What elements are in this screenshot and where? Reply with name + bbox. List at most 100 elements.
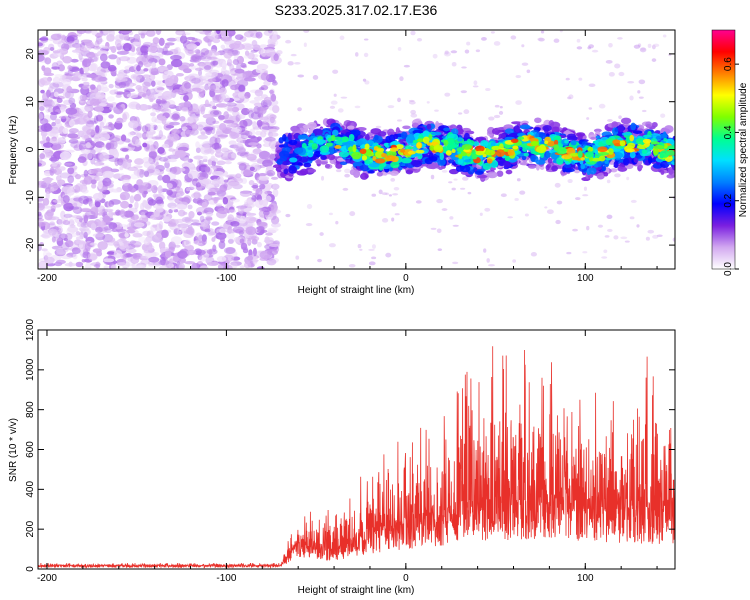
heatmap-cell: [68, 138, 79, 144]
heatmap-cell: [248, 109, 254, 119]
heatmap-cell: [247, 60, 259, 65]
heatmap-cell: [140, 214, 147, 219]
heatmap-cell: [109, 137, 121, 142]
heatmap-cell: [127, 218, 138, 223]
heatmap-cell: [342, 187, 349, 191]
heatmap-cell: [148, 73, 156, 81]
heatmap-cell: [627, 142, 636, 149]
heatmap-cell: [321, 175, 325, 181]
heatmap-cell: [219, 237, 225, 243]
heatmap-cell: [56, 97, 63, 104]
heatmap-cell: [236, 213, 242, 218]
heatmap-cell: [245, 226, 257, 236]
heatmap-cell: [57, 40, 65, 48]
heatmap-cell: [486, 171, 498, 179]
heatmap-cell: [443, 127, 450, 132]
heatmap-cell: [64, 71, 70, 75]
heatmap-cell: [255, 67, 263, 74]
heatmap-cell: [217, 134, 229, 138]
heatmap-cell: [207, 191, 216, 196]
heatmap-cell: [83, 175, 93, 185]
heatmap-cell: [393, 187, 400, 191]
heatmap-cell: [339, 35, 345, 41]
heatmap-cell: [79, 141, 87, 145]
heatmap-cell: [149, 124, 155, 133]
heatmap-cell: [93, 264, 101, 268]
heatmap-cell: [475, 150, 485, 156]
heatmap-cell: [97, 241, 108, 250]
heatmap-cell: [494, 104, 500, 108]
heatmap-cell: [482, 162, 492, 171]
heatmap-cell: [349, 211, 356, 217]
heatmap-cell: [158, 220, 164, 230]
heatmap-cell: [226, 62, 232, 66]
heatmap-cell: [129, 195, 135, 204]
heatmap-cell: [139, 170, 144, 178]
heatmap-cell: [370, 128, 382, 135]
heatmap-cell: [267, 227, 279, 232]
heatmap-cell: [113, 241, 120, 247]
heatmap-cell: [42, 46, 50, 56]
heatmap-cell: [217, 263, 230, 269]
heatmap-ytick-label: -20: [25, 237, 36, 252]
heatmap-cell: [64, 161, 76, 167]
heatmap-cell: [137, 61, 144, 68]
heatmap-cell: [168, 148, 176, 152]
heatmap-cell: [244, 91, 251, 99]
heatmap-cell: [392, 193, 399, 196]
heatmap-cell: [266, 44, 276, 48]
heatmap-cell: [141, 55, 153, 63]
heatmap-cell: [269, 153, 275, 163]
heatmap-cell: [105, 142, 112, 151]
heatmap-cell: [524, 213, 529, 217]
heatmap-cell: [102, 170, 114, 179]
heatmap-cell: [551, 165, 558, 172]
heatmap-cell: [307, 122, 317, 129]
heatmap-cell: [227, 209, 236, 213]
heatmap-cell: [403, 64, 410, 68]
heatmap-cell: [438, 166, 443, 171]
heatmap-cell: [91, 30, 98, 36]
heatmap-cell: [626, 176, 630, 181]
heatmap-cell: [276, 50, 283, 55]
heatmap-cell: [315, 139, 327, 145]
heatmap-cell: [38, 260, 48, 269]
heatmap-cell: [329, 105, 336, 109]
heatmap-cell: [567, 179, 573, 184]
heatmap-cell: [48, 228, 58, 238]
heatmap-cell: [44, 256, 55, 264]
heatmap-cell: [530, 252, 538, 257]
heatmap-cell: [220, 151, 232, 161]
heatmap-cell: [625, 148, 635, 153]
heatmap-cell: [212, 60, 219, 66]
heatmap-cell: [237, 206, 244, 214]
heatmap-cell: [104, 182, 114, 188]
heatmap-cell: [445, 150, 452, 156]
heatmap-cell: [208, 101, 216, 109]
heatmap-cell: [212, 38, 221, 44]
heatmap-cell: [598, 151, 609, 156]
heatmap-cell: [588, 83, 596, 88]
heatmap-cell: [444, 92, 451, 97]
heatmap-cell: [99, 53, 108, 62]
heatmap-cell: [168, 197, 176, 203]
heatmap-cell: [629, 134, 635, 142]
heatmap-cell: [164, 77, 174, 87]
heatmap-cell: [39, 140, 46, 144]
heatmap-cell: [362, 78, 367, 82]
heatmap-cell: [521, 44, 525, 48]
heatmap-cell: [320, 161, 328, 165]
heatmap-cell: [407, 150, 416, 155]
heatmap-cell: [319, 232, 324, 236]
heatmap-cell: [89, 58, 95, 63]
heatmap-cell: [256, 266, 265, 269]
heatmap-cell: [235, 114, 241, 122]
heatmap-cell: [49, 221, 55, 226]
heatmap-cell: [335, 169, 342, 173]
heatmap-cell: [203, 64, 213, 73]
heatmap-cell: [164, 43, 170, 49]
heatmap-cell: [242, 169, 252, 177]
heatmap-cell: [128, 120, 139, 129]
heatmap-cell: [72, 206, 83, 214]
heatmap-cell: [206, 56, 218, 60]
